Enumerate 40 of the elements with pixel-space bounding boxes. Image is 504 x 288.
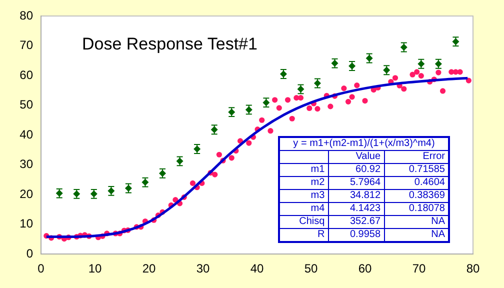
annotation: 60.92 <box>328 164 384 176</box>
annotation: 0.38369 <box>384 190 449 202</box>
annotation: 0.9958 <box>328 228 384 242</box>
annotation: y = m1+(m2-m1)/(1+(x/m3)^m4) <box>279 137 449 150</box>
x-tick-label: 50 <box>304 262 318 276</box>
annotation: 4.1423 <box>328 202 384 216</box>
x-tick-label: 40 <box>250 262 264 276</box>
annotation: NA <box>384 216 449 228</box>
y-tick-label: 80 <box>20 8 34 22</box>
annotation: m3 <box>279 190 328 202</box>
annotation: Error <box>384 150 449 164</box>
annotation: 0.4604 <box>384 176 449 190</box>
annotation: R <box>279 228 328 242</box>
x-tick-label: 20 <box>142 262 156 276</box>
annotation: 352.67 <box>328 216 384 228</box>
annotation: Chisq <box>279 216 328 228</box>
annotation: 0.71585 <box>384 164 449 176</box>
y-tick-label: 30 <box>20 157 34 172</box>
y-tick-label: 70 <box>20 38 34 52</box>
y-tick-label: 10 <box>20 216 34 231</box>
x-tick-label: 70 <box>412 262 426 276</box>
annotation: 0.18078 <box>384 202 449 216</box>
annotation: Value <box>328 150 384 164</box>
annotation: NA <box>384 228 449 242</box>
annotation: m2 <box>279 176 328 190</box>
y-tick-label: 50 <box>20 98 34 112</box>
x-tick-label: 60 <box>358 262 372 276</box>
y-tick-label: 40 <box>20 127 34 142</box>
annotation: m4 <box>279 202 328 216</box>
annotation: m1 <box>279 164 328 176</box>
annotation: 34.812 <box>328 190 384 202</box>
y-tick-label: 20 <box>20 186 34 201</box>
text: Dose Response Test#1 <box>82 34 258 54</box>
annotation: 5.7964 <box>328 176 384 190</box>
x-tick-label: 0 <box>38 262 45 276</box>
x-tick-label: 10 <box>88 262 102 276</box>
y-tick-label: 60 <box>20 68 34 82</box>
x-tick-label: 80 <box>466 262 480 276</box>
x-tick-label: 30 <box>196 262 210 276</box>
y-tick-label: 0 <box>26 246 34 260</box>
